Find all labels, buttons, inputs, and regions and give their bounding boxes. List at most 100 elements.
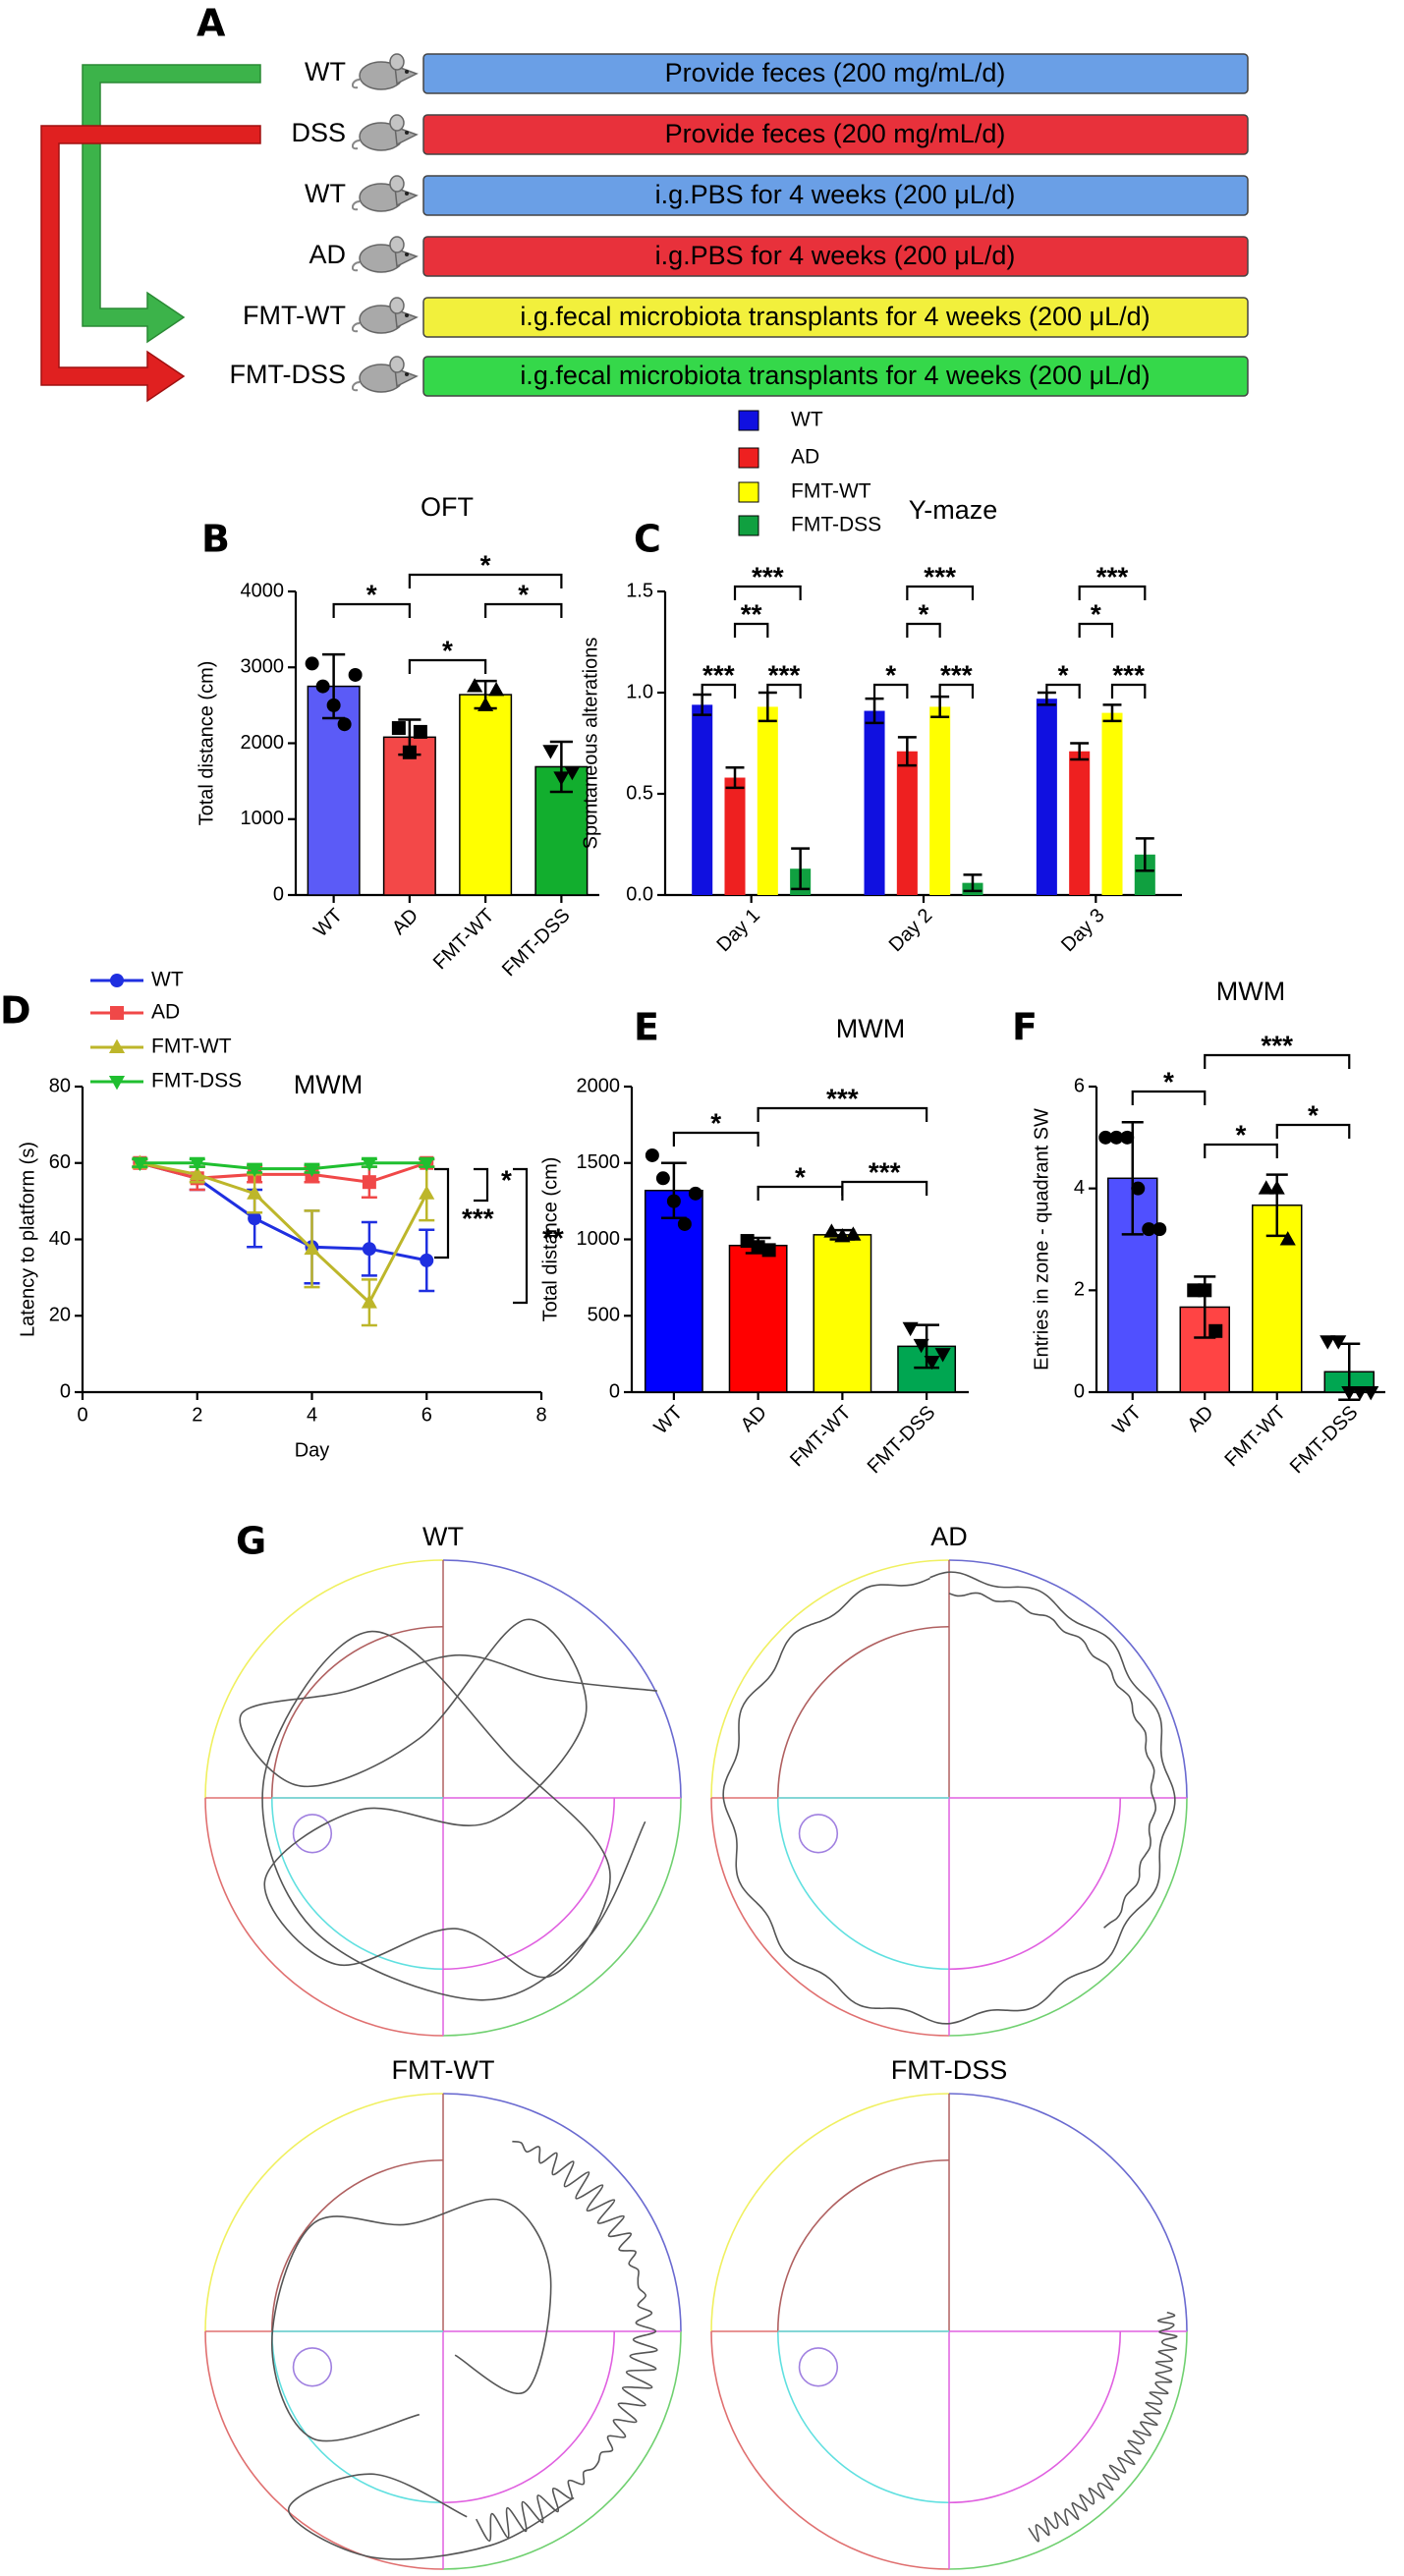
y-axis-label: Entries in zone - quadrant SW (1031, 1108, 1052, 1371)
significance-label: *** (940, 659, 973, 690)
data-point (391, 721, 406, 736)
data-point (413, 724, 427, 739)
data-point (315, 679, 330, 694)
zone-arc (776, 1797, 950, 1971)
significance-label: *** (1112, 659, 1145, 690)
data-point (337, 717, 352, 732)
significance-label: *** (702, 659, 735, 690)
legend-label: FMT-WT (791, 480, 871, 503)
data-point (1109, 1130, 1124, 1145)
significance-label: *** (1096, 561, 1129, 591)
series-line (139, 1161, 427, 1184)
treatment-bar (422, 175, 1249, 216)
bar (757, 706, 778, 895)
quadrant-arc (948, 1797, 1188, 2037)
data-point (1198, 1283, 1212, 1298)
x-tick-label: WT (1108, 1402, 1146, 1439)
mouse-icon (352, 53, 418, 90)
y-tick-label: 60 (49, 1151, 71, 1173)
x-tick-label: 0 (77, 1404, 87, 1426)
data-point (1320, 1335, 1336, 1350)
significance-bracket (733, 585, 802, 600)
treatment-label: i.g.fecal microbiota transplants for 4 w… (520, 302, 1150, 331)
zone-arc (270, 1797, 444, 1971)
group-label: FMT-WT (243, 301, 346, 330)
treatment-bar (422, 53, 1249, 94)
bar (382, 736, 436, 896)
treatment-bar (422, 297, 1249, 338)
quadrant-arc (710, 1559, 950, 1799)
group-label: WT (305, 179, 346, 208)
data-point (304, 1162, 320, 1177)
significance-bracket (474, 1167, 489, 1203)
y-tick-label: 1000 (241, 808, 285, 829)
x-tick-label: FMT-DSS (1286, 1402, 1363, 1479)
legend-label: WT (151, 969, 184, 991)
chart-title: MWM (294, 1070, 363, 1099)
significance-bracket (332, 602, 411, 618)
error-bar (1135, 837, 1154, 872)
treatment-bar (422, 236, 1249, 277)
y-tick-label: 6 (1074, 1075, 1085, 1096)
legend-swatch (738, 410, 759, 431)
significance-label: * (1163, 1066, 1174, 1096)
x-tick-label: 2 (192, 1404, 202, 1426)
y-tick-label: 80 (49, 1075, 71, 1096)
data-point (1330, 1335, 1347, 1350)
y-tick-label: 40 (49, 1228, 71, 1250)
legend-marker (110, 974, 124, 987)
data-point (189, 1166, 205, 1181)
legend-label: AD (151, 1001, 180, 1024)
y-axis-label: Spontaneous alterations (580, 638, 601, 850)
bar (1036, 699, 1057, 895)
x-tick-label: AD (388, 905, 422, 939)
swim-path (1028, 2311, 1178, 2543)
legend-label: FMT-WT (151, 1036, 232, 1058)
significance-label: *** (869, 1156, 901, 1187)
significance-bracket (766, 683, 802, 699)
significance-label: * (710, 1107, 721, 1138)
data-point (247, 1162, 263, 1177)
y-tick-label: 0 (60, 1380, 71, 1402)
chart-title: MWM (836, 1014, 905, 1043)
data-point (419, 1156, 435, 1172)
data-point (361, 1156, 377, 1172)
red-arrow (40, 125, 261, 403)
legend-label: FMT-DSS (791, 514, 881, 536)
data-point (248, 1211, 262, 1226)
tracking-plot (710, 1559, 1188, 2037)
bar (644, 1189, 703, 1393)
significance-label: ** (542, 1222, 564, 1253)
significance-bracket (513, 1167, 529, 1305)
platform (292, 1814, 333, 1854)
quadrant-arc (710, 1797, 950, 2037)
zone-arc (442, 1797, 616, 1971)
panel-label: B (201, 518, 230, 561)
data-point (913, 1338, 929, 1354)
tracking-plot (204, 1559, 682, 2037)
data-point (823, 1223, 840, 1238)
y-axis-label: Total distance (cm) (539, 1157, 561, 1322)
y-tick-label: 1500 (577, 1151, 621, 1173)
y-tick-label: 2000 (241, 732, 285, 754)
x-tick-label: FMT-DSS (864, 1402, 940, 1479)
zone-arc (270, 2158, 444, 2332)
significance-label: * (795, 1161, 806, 1192)
group-label: FMT-DSS (230, 360, 347, 389)
significance-label: *** (826, 1083, 859, 1113)
x-tick-label: FMT-WT (1220, 1402, 1290, 1472)
significance-bracket (906, 585, 975, 600)
y-tick-label: 0 (273, 883, 284, 905)
data-point (326, 698, 341, 712)
y-tick-label: 1000 (577, 1228, 621, 1250)
treatment-label: i.g.PBS for 4 weeks (200 μL/d) (655, 241, 1016, 270)
zone-arc (270, 1625, 444, 1799)
data-point (1352, 1386, 1369, 1401)
significance-label: *** (752, 561, 784, 591)
data-point (1142, 1222, 1156, 1237)
significance-bracket (938, 683, 975, 699)
mouse-icon (352, 356, 418, 393)
x-tick-label: 4 (307, 1404, 317, 1426)
data-point (189, 1156, 205, 1172)
y-tick-label: 3000 (241, 656, 285, 678)
